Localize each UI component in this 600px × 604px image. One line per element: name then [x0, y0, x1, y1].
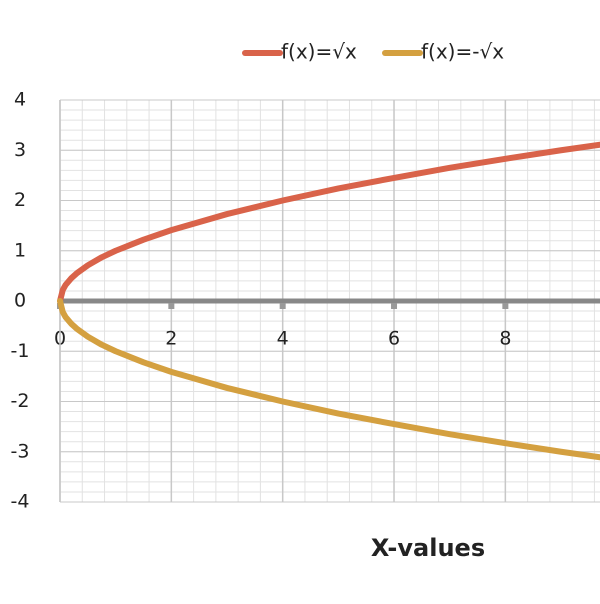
- y-tick-label: 0: [14, 290, 26, 312]
- line: [57, 298, 600, 461]
- y-tick-label: -3: [11, 440, 30, 462]
- tick-mark: [502, 303, 509, 309]
- x-axis-label: X-values: [371, 534, 485, 562]
- x-tick-label: 2: [165, 328, 177, 350]
- tick-mark: [279, 303, 286, 309]
- tick-mark: [391, 303, 398, 309]
- y-tick-label: -4: [11, 491, 30, 513]
- legend-label: f(x)=-√x: [421, 40, 504, 64]
- y-tick-label: 2: [14, 189, 26, 211]
- y-tick-label: -1: [11, 340, 30, 362]
- legend-label: f(x)=√x: [281, 40, 357, 64]
- x-tick-label: 8: [499, 328, 511, 350]
- tick-mark: [168, 303, 175, 309]
- x-tick-label: 4: [277, 328, 289, 350]
- y-tick-label: 4: [14, 89, 26, 111]
- y-tick-label: 3: [14, 139, 26, 161]
- y-tick-label: -2: [11, 390, 30, 412]
- line: [57, 141, 600, 304]
- y-tick-label: 1: [14, 239, 26, 261]
- x-tick-label: 6: [388, 328, 400, 350]
